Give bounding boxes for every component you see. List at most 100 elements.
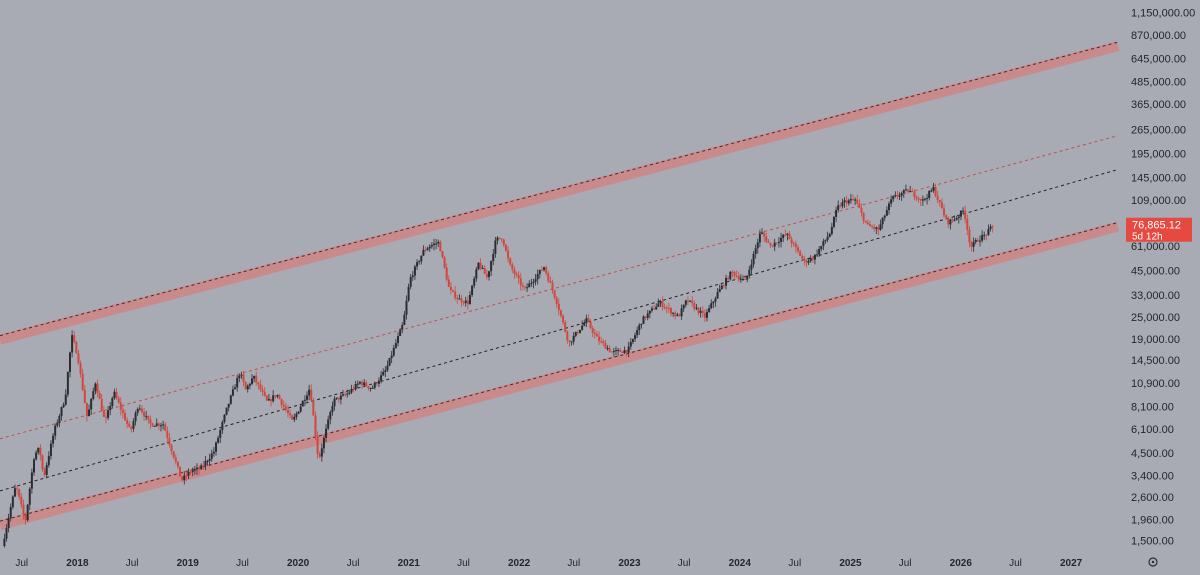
candle-body [820,245,823,249]
price-axis-label: 10,900.00 [1131,378,1180,390]
candle-body [714,298,717,302]
candle-body [879,224,882,230]
candle-body [523,286,526,288]
candle-body [168,438,171,445]
axis-settings-button[interactable] [1148,557,1158,567]
candle-body [170,444,173,452]
candle-body [576,331,579,333]
price-axis-label: 14,500.00 [1131,355,1180,367]
candle-body [424,249,427,251]
candle-body [543,267,546,270]
candle-body [549,280,552,283]
candle-body [479,262,482,269]
candle-body [513,269,516,274]
candle-body [68,352,71,373]
candle-body [799,251,802,257]
candle-body [250,378,253,384]
candle-body [162,424,165,426]
time-axis-label: 2025 [839,558,862,569]
candle-body [466,300,469,305]
candle-body [885,210,888,216]
candle-body [936,195,939,201]
candle-body [280,399,283,405]
price-axis[interactable]: 1,150,000.00 870,000.00 645,000.00 485,000.… [1131,8,1195,548]
lower-channel-band [0,221,1120,530]
candle-body [625,350,628,353]
candle-body [545,267,548,274]
candle-body [454,291,457,298]
candle-body [900,193,903,196]
candle-body [202,465,205,467]
time-axis-label: Jul [678,558,691,569]
candle-body [413,266,416,276]
candle-body [392,347,395,356]
candle-body [270,399,273,402]
candle-body [77,353,80,364]
candle-body [502,239,505,246]
upper-channel-band [0,41,1120,345]
candle-body [710,303,713,309]
candle-body [460,298,463,303]
candle-body [921,199,924,201]
candle-body [471,285,474,296]
candle-body [705,311,708,318]
candle-body [875,227,878,229]
candle-body [735,275,738,277]
candle-body [66,372,69,395]
candle-body [909,190,912,192]
candle-body [509,258,512,265]
candle-body [388,358,391,366]
candle-body [9,507,12,518]
candle-body [786,233,789,235]
candle-body [703,312,706,318]
candle-body [629,342,632,347]
candle-body [699,310,702,313]
upper-channel-band-dashed-line [0,41,1119,337]
candle-body [841,202,844,207]
candle-body [610,351,613,353]
candle-body [780,237,783,242]
settings-icon[interactable] [1148,557,1158,567]
candle-body [128,423,131,427]
candle-body [644,316,647,318]
candle-body [282,404,285,407]
candle-body [208,458,211,461]
candle-body [515,273,518,276]
candle-body [926,197,929,199]
candle-body [295,413,298,417]
candle-body [187,471,190,476]
candle-body [60,407,63,416]
candle-body [33,459,36,473]
candle-body [248,383,251,386]
bar-countdown: 5d 12h [1132,232,1163,243]
candle-body [598,336,601,342]
candle-body [136,408,139,413]
candle-body [164,424,167,431]
candle-body [517,275,520,279]
settings-icon-dot [1151,560,1155,564]
candle-body [47,456,50,466]
candle-body [405,300,408,315]
candle-body [809,258,812,261]
candle-body [737,276,740,280]
price-axis-label: 109,000.00 [1131,195,1186,207]
price-axis-label: 195,000.00 [1131,149,1186,161]
candle-body [411,275,414,278]
time-axis-label: 2027 [1060,558,1083,569]
time-axis[interactable]: Jul 2018 Jul 2019 Jul 2020 Jul 2021 Jul 2022 Jul 20… [15,558,1082,569]
candle-body [835,210,838,217]
candle-body [494,240,497,254]
candle-body [5,528,8,539]
candle-body [619,349,622,352]
candle-body [617,349,620,351]
candle-body [968,229,971,243]
candle-body [246,385,249,390]
candle-body [418,261,421,263]
candle-body [890,199,893,204]
candle-body [26,504,29,521]
candle-body [530,282,533,284]
candle-body [468,295,471,305]
candle-body [989,226,992,229]
